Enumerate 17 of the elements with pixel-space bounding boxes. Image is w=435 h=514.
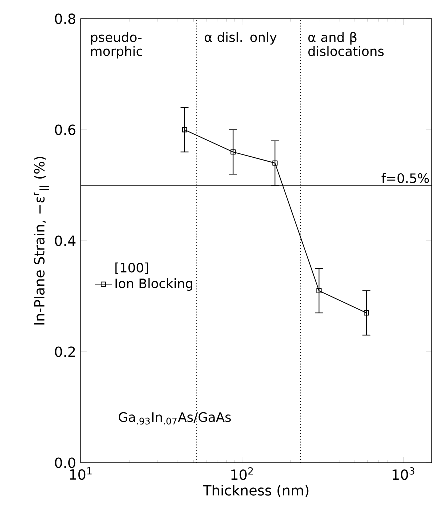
annotation: Ga$_{.93}$In$_{.07}$As/GaAs [119,412,232,425]
y-tick-label: 0.6 [55,124,76,136]
legend-title: [100] [116,262,148,274]
y-axis-title: In-Plane Strain, −ε$^{r}$$_{||}$ (%) [34,157,50,325]
y-tick-label: 0.2 [55,346,76,358]
x-axis-title: Thickness (nm) [203,485,309,498]
annotation: α and β dislocations [308,32,384,56]
x-tick-label: 10$^{1}$ [70,468,92,480]
legend-label: Ion Blocking [116,278,192,292]
annotation: α disl. only [205,32,277,45]
annotation: pseudo-morphic [91,32,142,59]
y-tick-label: 0.4 [55,236,76,246]
x-tick-label: 10$^{2}$ [232,468,254,480]
x-tick-label: 10$^{3}$ [392,468,415,480]
ref-line-label: f=0.5% [382,173,430,184]
y-tick-label: 0.8 [55,14,76,24]
y-tick-label: 0.0 [55,458,76,468]
